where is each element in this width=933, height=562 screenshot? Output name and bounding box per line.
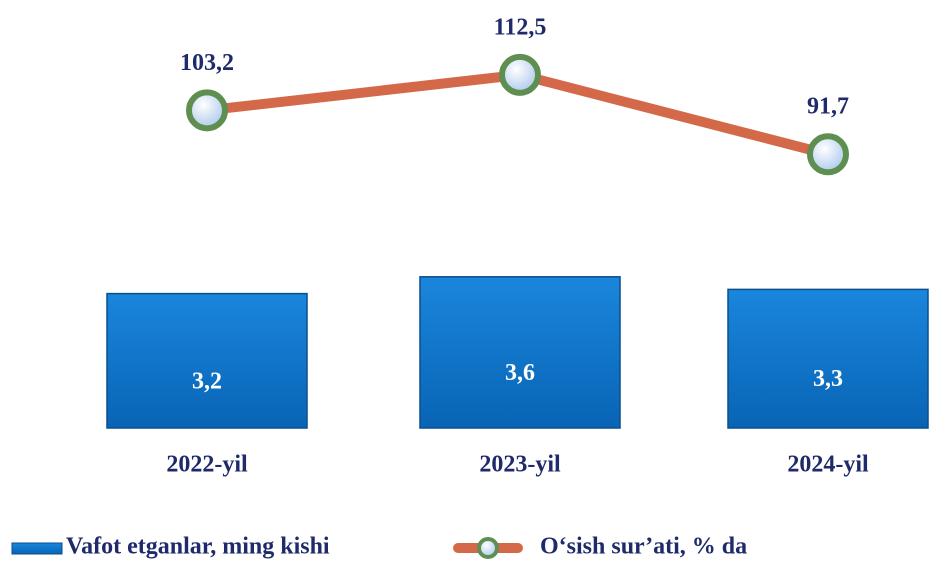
legend-swatch: [11, 542, 63, 555]
line-marker: [186, 89, 228, 132]
bar-value-label: 3,3: [813, 366, 843, 392]
x-tick-label: 2022-yil: [166, 452, 248, 478]
line-value-label: 112,5: [494, 14, 547, 40]
line-value-label: 103,2: [180, 50, 234, 76]
legend-label: Vafot etganlar, ming kishi: [66, 534, 330, 560]
bar: [419, 276, 621, 429]
line-value-label: 91,7: [807, 94, 849, 120]
bar: [106, 292, 308, 429]
legend-marker: [477, 537, 499, 559]
x-tick-label: 2024-yil: [787, 452, 869, 478]
bar-value-label: 3,6: [505, 360, 535, 386]
bar: [727, 288, 929, 429]
line-marker: [807, 133, 849, 176]
legend-label: O‘sish sur’ati, % da: [540, 534, 747, 560]
line-marker: [499, 53, 541, 96]
bar-value-label: 3,2: [192, 368, 222, 394]
x-tick-label: 2023-yil: [479, 452, 561, 478]
